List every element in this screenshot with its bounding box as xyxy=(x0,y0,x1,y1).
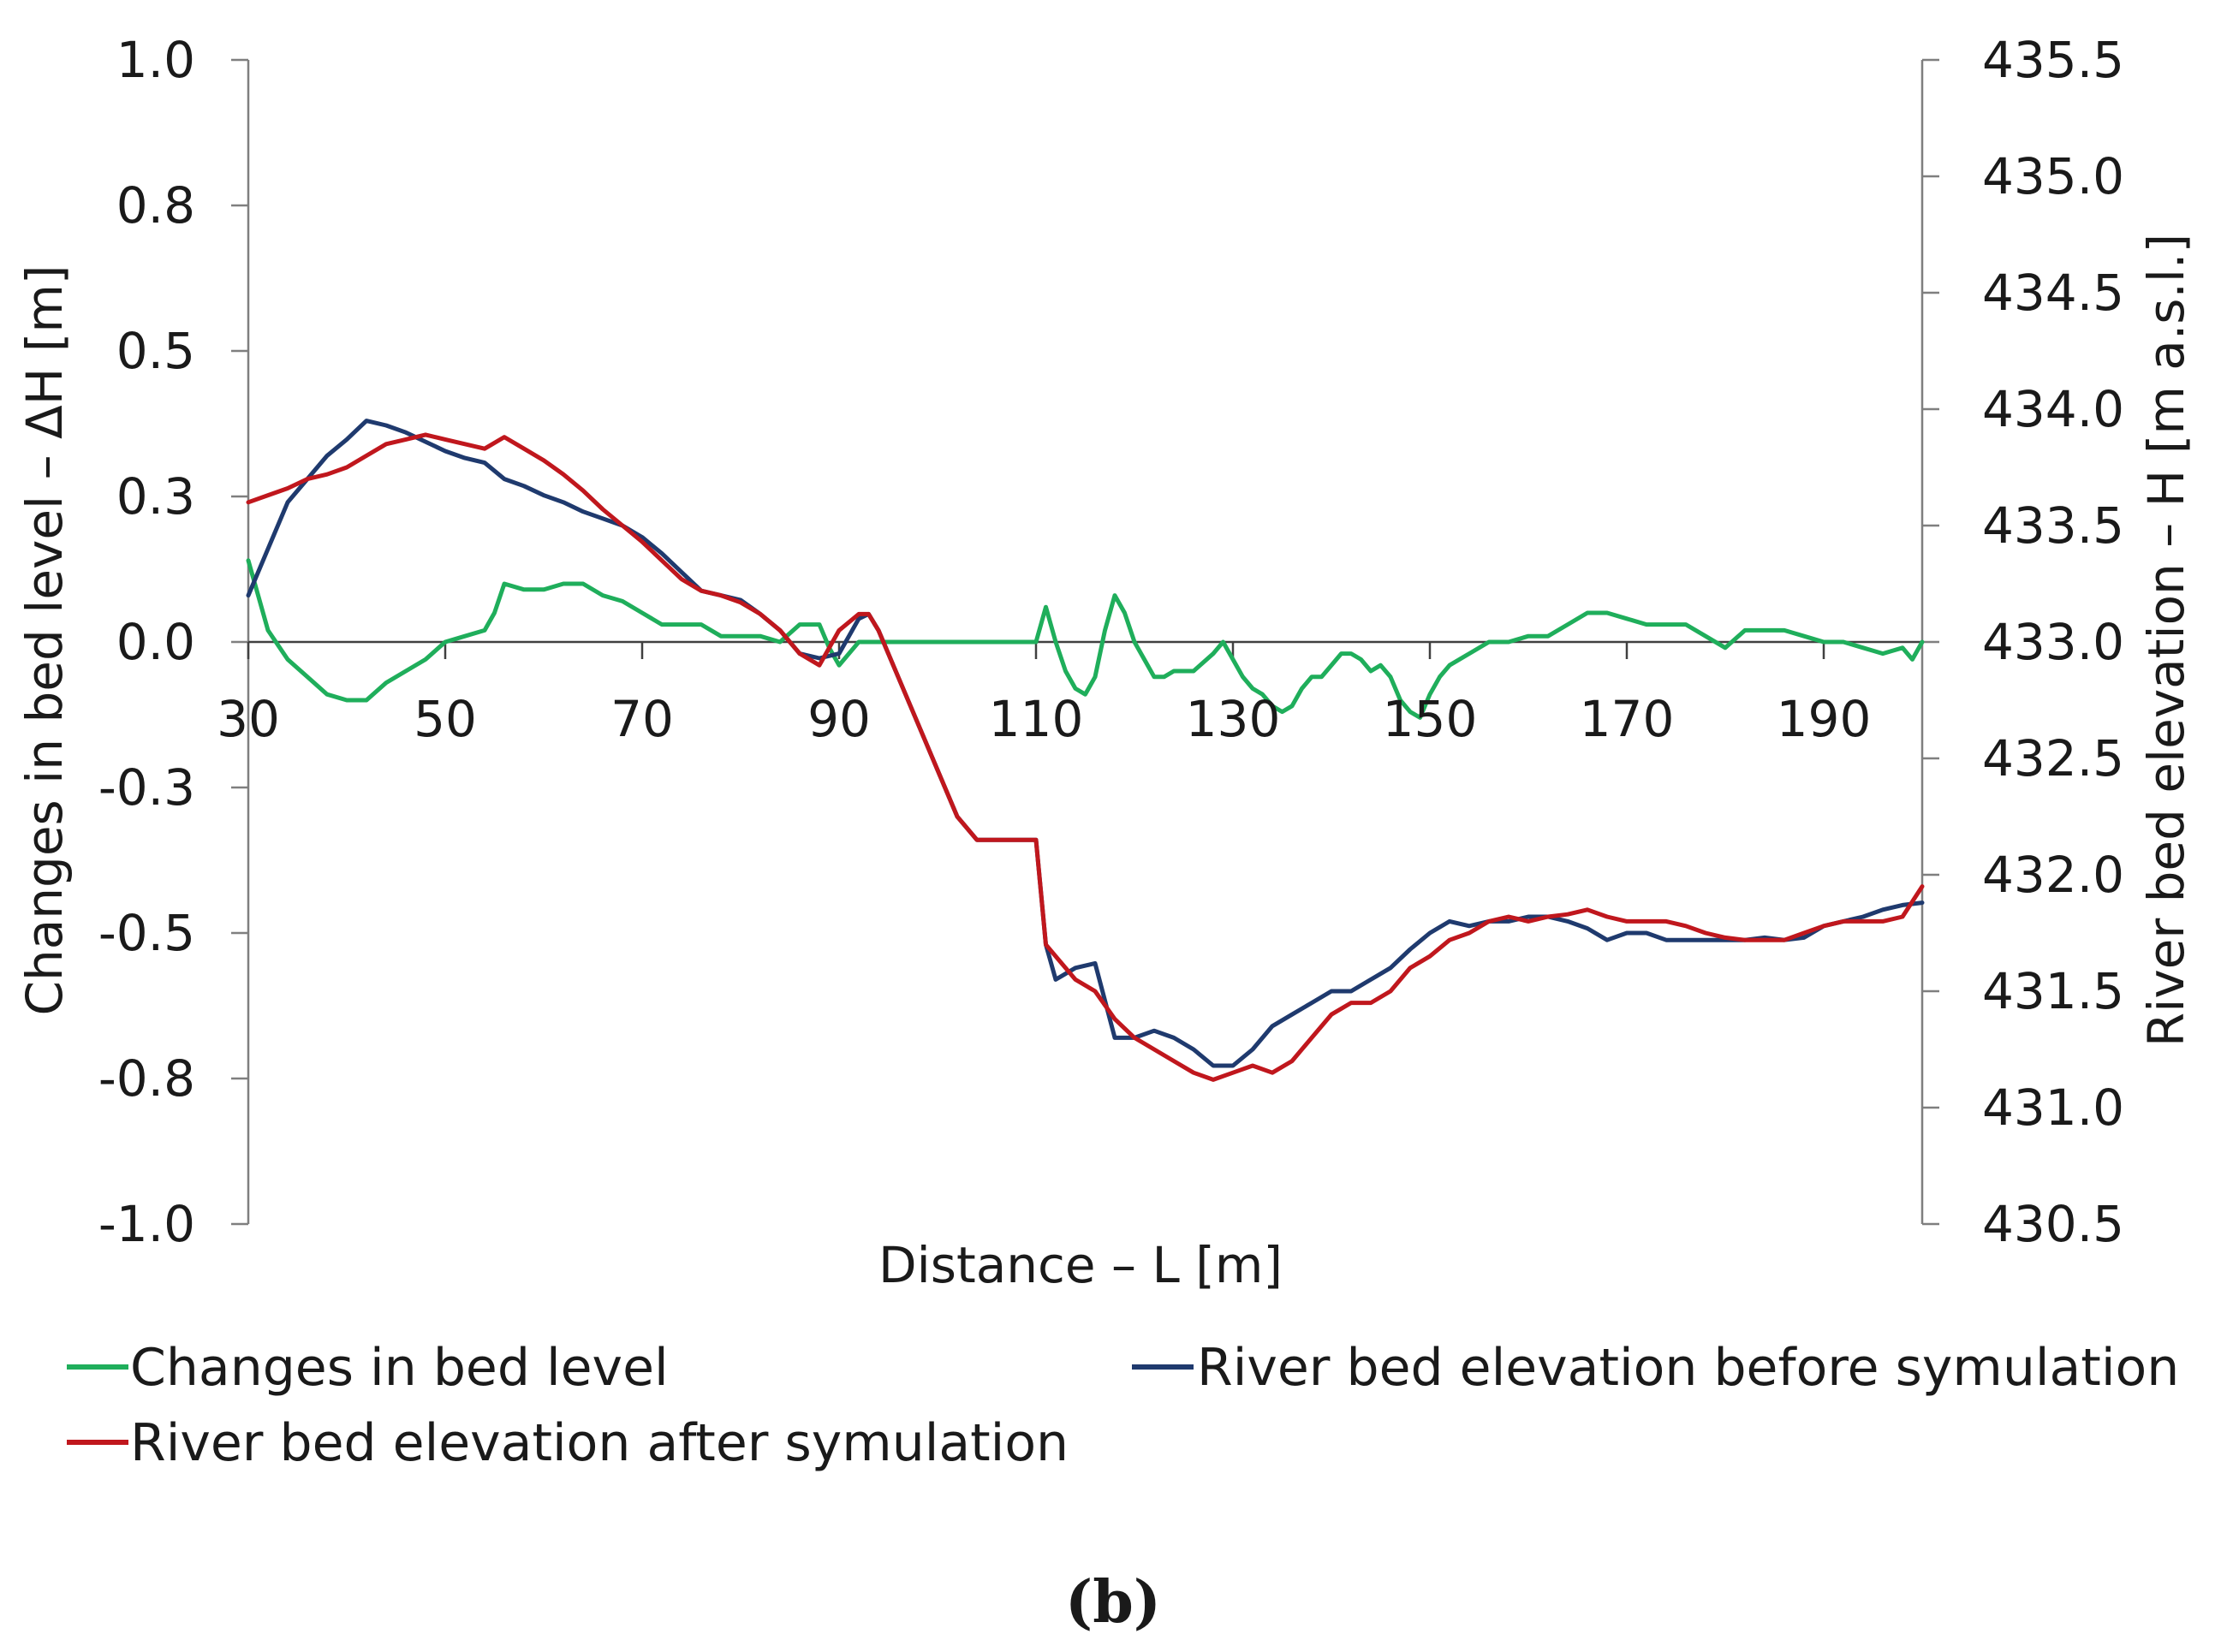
y-left-tick-label: 0.0 xyxy=(116,613,195,671)
y-right-axis-title: River bed elevation – H [m a.s.l.] xyxy=(2137,234,2195,1047)
x-tick-label: 70 xyxy=(610,690,674,748)
y-right-tick-label: 432.0 xyxy=(1982,846,2124,904)
x-tick-label: 50 xyxy=(414,690,477,748)
y-left-axis-title: Changes in bed level – ΔH [m] xyxy=(15,264,74,1015)
x-tick-label: 150 xyxy=(1383,690,1478,748)
legend-label-before: River bed elevation before symulation xyxy=(1197,1338,2179,1398)
legend-label-changes: Changes in bed level xyxy=(130,1338,669,1398)
x-axis-title: Distance – L [m] xyxy=(878,1236,1283,1294)
y-left-tick-label: 0.5 xyxy=(116,322,195,380)
y-left-tick-label: -0.3 xyxy=(98,758,195,817)
panel-label: (b) xyxy=(1065,1568,1161,1637)
y-right-tick-label: 431.0 xyxy=(1982,1079,2124,1137)
y-right-tick-label: 434.0 xyxy=(1982,380,2124,438)
y-right-tick-label: 435.0 xyxy=(1982,147,2124,205)
y-left-tick-label: -1.0 xyxy=(98,1195,195,1253)
series-line-after xyxy=(246,432,1925,1082)
y-left-tick-label: 1.0 xyxy=(116,31,195,89)
y-left-tick-label: 0.8 xyxy=(116,176,195,235)
x-tick-label: 30 xyxy=(217,690,280,748)
y-right-tick-label: 432.5 xyxy=(1982,729,2124,787)
series-line-before xyxy=(246,419,1925,1068)
y-left-tick-label: -0.5 xyxy=(98,904,195,962)
x-tick-label: 130 xyxy=(1186,690,1281,748)
x-tick-label: 90 xyxy=(807,690,871,748)
y-right-tick-label: 434.5 xyxy=(1982,264,2124,322)
y-left-tick-label: 0.3 xyxy=(116,467,195,526)
y-right-tick-label: 431.5 xyxy=(1982,962,2124,1020)
legend: Changes in bed level River bed elevation… xyxy=(67,1338,2179,1473)
y-right-tick-label: 430.5 xyxy=(1982,1195,2124,1253)
legend-label-after: River bed elevation after symulation xyxy=(130,1413,1069,1473)
x-tick-label: 110 xyxy=(989,690,1084,748)
x-tick-label: 170 xyxy=(1580,690,1675,748)
series-line-changes xyxy=(246,558,1925,720)
y-right-tick-label: 433.5 xyxy=(1982,496,2124,555)
y-left-tick-label: -0.8 xyxy=(98,1049,195,1108)
x-tick-label: 190 xyxy=(1777,690,1872,748)
y-right-tick-label: 435.5 xyxy=(1982,31,2124,89)
y-right-tick-label: 433.0 xyxy=(1982,613,2124,671)
